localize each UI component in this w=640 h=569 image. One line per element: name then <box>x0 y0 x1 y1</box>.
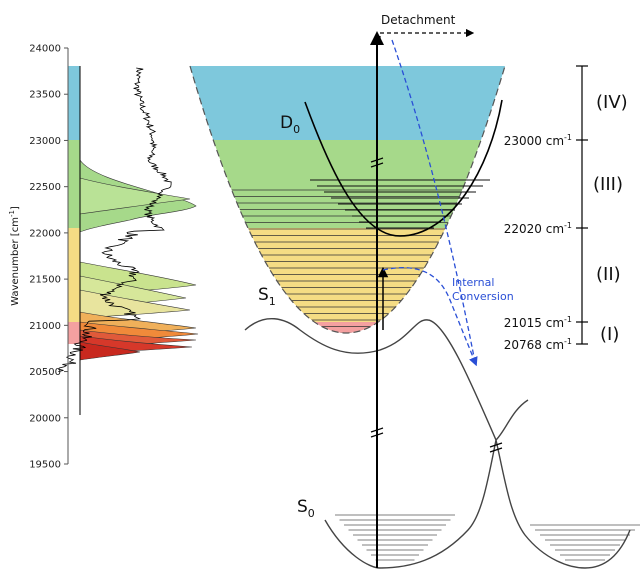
s1-potential-curve <box>244 317 529 442</box>
band-region-iii <box>190 140 505 228</box>
detachment-ic-arrow <box>391 39 476 363</box>
potential-diagram: Detachment Internal Conversion D0 S1 S0 … <box>189 13 640 569</box>
spectrum-trace <box>57 67 172 372</box>
y-tick-label: 21500 <box>29 275 61 286</box>
s0-vibrational-levels <box>335 514 640 561</box>
y-tick-label: 21000 <box>29 321 61 332</box>
level-label-21015: 21015 cm-1 <box>504 315 572 330</box>
level-label-23000: 23000 cm-1 <box>504 133 572 148</box>
s0-label: S0 <box>297 497 315 520</box>
y-tick-label: 22500 <box>29 182 61 193</box>
spectrum-panel: 19500 20000 20500 21000 21500 22000 22500 23000… <box>8 44 199 471</box>
y-tick-label: 20500 <box>29 367 61 378</box>
strip-region-iv <box>68 66 80 140</box>
level-label-22020: 22020 cm-1 <box>504 221 572 236</box>
region-label-ii: (II) <box>596 264 621 285</box>
peak-green-2 <box>79 177 191 215</box>
detachment-arrow <box>379 28 475 40</box>
d0-vibrational-levels <box>310 179 490 229</box>
y-tick-label: 23500 <box>29 90 61 101</box>
y-axis-ticks: 19500 20000 20500 21000 21500 22000 22500 23000… <box>29 44 68 471</box>
region-label-iii: (III) <box>593 174 623 195</box>
region-label-i: (I) <box>600 324 619 345</box>
internal-conversion-label-1: Internal <box>452 276 494 289</box>
strip-region-ii <box>68 228 80 322</box>
s0-potential-curve <box>324 439 631 569</box>
d0-label: D0 <box>280 113 300 136</box>
band-region-i <box>190 322 505 333</box>
level-label-20768: 20768 cm-1 <box>504 337 572 352</box>
y-tick-label: 20000 <box>29 413 61 424</box>
internal-conversion-label-2: Conversion <box>452 290 514 303</box>
detachment-label: Detachment <box>381 13 456 27</box>
y-tick-label: 22000 <box>29 228 61 239</box>
internal-conversion-arrow <box>382 266 478 367</box>
y-tick-label: 19500 <box>29 460 61 471</box>
axis-break-marks <box>370 157 503 453</box>
y-axis-label: Wavenumber [cm-1] <box>8 206 21 306</box>
region-label-iv: (IV) <box>596 92 628 113</box>
strip-region-i <box>68 322 80 344</box>
d0-potential-curve <box>304 99 503 237</box>
strip-region-iii <box>68 140 80 228</box>
band-region-iv <box>190 66 505 140</box>
peak-red-3 <box>79 341 141 361</box>
y-tick-label: 24000 <box>29 44 61 55</box>
y-tick-label: 23000 <box>29 136 61 147</box>
region-bracket <box>576 65 588 345</box>
s1-label: S1 <box>258 285 276 308</box>
